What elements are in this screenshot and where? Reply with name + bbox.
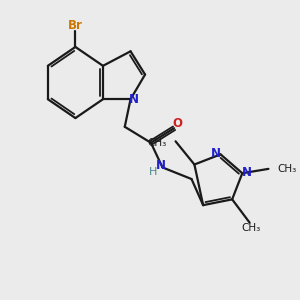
Text: Br: Br bbox=[68, 19, 83, 32]
Text: CH₃: CH₃ bbox=[277, 164, 296, 174]
Text: N: N bbox=[242, 166, 252, 179]
Text: CH₃: CH₃ bbox=[148, 138, 167, 148]
Text: N: N bbox=[128, 93, 139, 106]
Text: H: H bbox=[149, 167, 158, 177]
Text: N: N bbox=[211, 147, 221, 160]
Text: N: N bbox=[156, 159, 166, 172]
Text: CH₃: CH₃ bbox=[242, 223, 261, 233]
Text: O: O bbox=[172, 117, 183, 130]
